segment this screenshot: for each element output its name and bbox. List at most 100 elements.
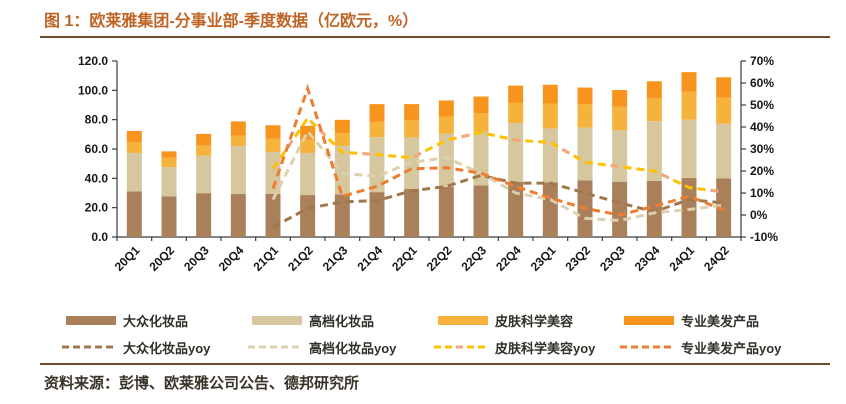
bar-segment [508, 181, 524, 237]
legend-line-swatch [434, 345, 488, 349]
bar-segment [126, 191, 142, 237]
y-left-tick-label: 120.0 [78, 54, 108, 68]
bar-segment [508, 85, 524, 103]
legend-label: 高档化妆品 [309, 313, 375, 329]
legend-label: 皮肤科学美容 [495, 313, 574, 329]
bar-segment [126, 152, 142, 192]
bar-segment [196, 193, 212, 237]
legend-label: 高档化妆品yoy [309, 340, 397, 356]
y-left-tick-label: 40.0 [85, 171, 109, 185]
bar-segment [369, 104, 385, 122]
bar-segment [404, 188, 420, 237]
bar-segment [716, 97, 732, 124]
bar-segment [646, 98, 662, 122]
bar-segment [542, 103, 558, 129]
bar-segment [265, 194, 281, 237]
bar-segment [646, 180, 662, 237]
bar-segment [612, 90, 628, 107]
legend-line-swatch [620, 345, 674, 349]
source-divider [40, 363, 830, 365]
bar-segment [265, 138, 281, 152]
bar-segment [300, 152, 316, 196]
bar-segment [230, 146, 246, 195]
bar-segment [300, 139, 316, 153]
bar-segment [716, 178, 732, 237]
legend-swatch [252, 315, 302, 325]
bar-segment [334, 133, 350, 146]
legend-item: 皮肤科学美容 [438, 312, 574, 329]
bar-segment [681, 91, 697, 120]
y-right-tick-label: 60% [750, 76, 774, 90]
legend-label: 大众化妆品yoy [123, 340, 211, 356]
legend-line-swatch [248, 345, 302, 349]
bar-segment [230, 135, 246, 147]
bar-segment [334, 194, 350, 237]
y-left-tick-label: 20.0 [85, 201, 109, 215]
bar-segment [230, 121, 246, 136]
bar-segment [404, 119, 420, 138]
y-left-tick-label: 80.0 [85, 113, 109, 127]
bar-segment [612, 181, 628, 237]
bar-segment [612, 130, 628, 182]
bar-segment [126, 141, 142, 153]
legend-label: 皮肤科学美容yoy [495, 340, 596, 356]
x-category-label: 23Q2 [562, 243, 593, 274]
bar-segment [161, 167, 177, 197]
y-left-tick-label: 60.0 [85, 142, 109, 156]
bar-segment [300, 195, 316, 237]
bar-segment [404, 104, 420, 120]
x-category-label: 20Q4 [216, 243, 247, 274]
x-category-label: 23Q1 [528, 243, 559, 274]
bar-segment [369, 192, 385, 237]
bar-segment [681, 72, 697, 92]
x-category-label: 21Q2 [285, 243, 316, 274]
x-category-label: 22Q1 [389, 243, 420, 274]
bar-segment [473, 96, 489, 114]
bar-segment [161, 151, 177, 158]
yoy-line [271, 128, 724, 223]
title-divider [40, 36, 830, 38]
legend-item: 专业美发产品 [624, 312, 760, 329]
bar-segment [438, 133, 454, 187]
legend-label: 大众化妆品 [123, 313, 189, 329]
legend-item: 大众化妆品 [66, 312, 189, 329]
bar-segment [473, 113, 489, 132]
legend-label: 专业美发产品yoy [681, 340, 782, 356]
bar-segment [334, 119, 350, 134]
bar-segment [577, 104, 593, 128]
bar-segment [473, 185, 489, 237]
y-right-tick-label: 10% [750, 186, 774, 200]
legend-swatch [624, 315, 674, 325]
quarterly-division-chart: 0.0 20.0 40.0 60.0 80.0 100.0 120.0 -10% 0% 10% 20… [78, 54, 778, 274]
bar-segment [716, 123, 732, 179]
bar-segment [126, 130, 142, 142]
x-category-label: 22Q3 [458, 243, 489, 274]
bar-segment [265, 125, 281, 139]
bar-segment [508, 102, 524, 124]
bar-segment [542, 128, 558, 183]
x-category-label: 20Q1 [112, 243, 143, 274]
bar-segment [438, 100, 454, 117]
bar-segment [542, 182, 558, 237]
legend-label: 专业美发产品 [681, 313, 760, 329]
legend-item: 大众化妆品yoy [62, 339, 211, 356]
bar-segment [473, 131, 489, 186]
bar-segment [369, 121, 385, 138]
y-right-tick-label: 30% [750, 142, 774, 156]
bar-segment [438, 186, 454, 237]
bar-segment [369, 137, 385, 193]
bar-segment [577, 127, 593, 181]
legend-item: 高档化妆品yoy [248, 339, 397, 356]
legend-swatch [438, 315, 488, 325]
legend-item: 高档化妆品 [252, 312, 375, 329]
x-category-label: 21Q4 [354, 243, 385, 274]
bar-segment [646, 81, 662, 99]
y-right-tick-label: -10% [750, 230, 778, 244]
bar-segment [334, 145, 350, 195]
y-left-tick-label: 100.0 [78, 83, 108, 97]
x-category-label: 24Q2 [701, 243, 732, 274]
bar-segment [230, 194, 246, 237]
y-right-tick-label: 70% [750, 54, 774, 68]
x-category-label: 22Q2 [424, 243, 455, 274]
chart-legend: 大众化妆品 高档化妆品 皮肤科学美容 专业美发产品大众化妆品yoy 高档化妆品yoy 皮肤… [0, 310, 846, 362]
